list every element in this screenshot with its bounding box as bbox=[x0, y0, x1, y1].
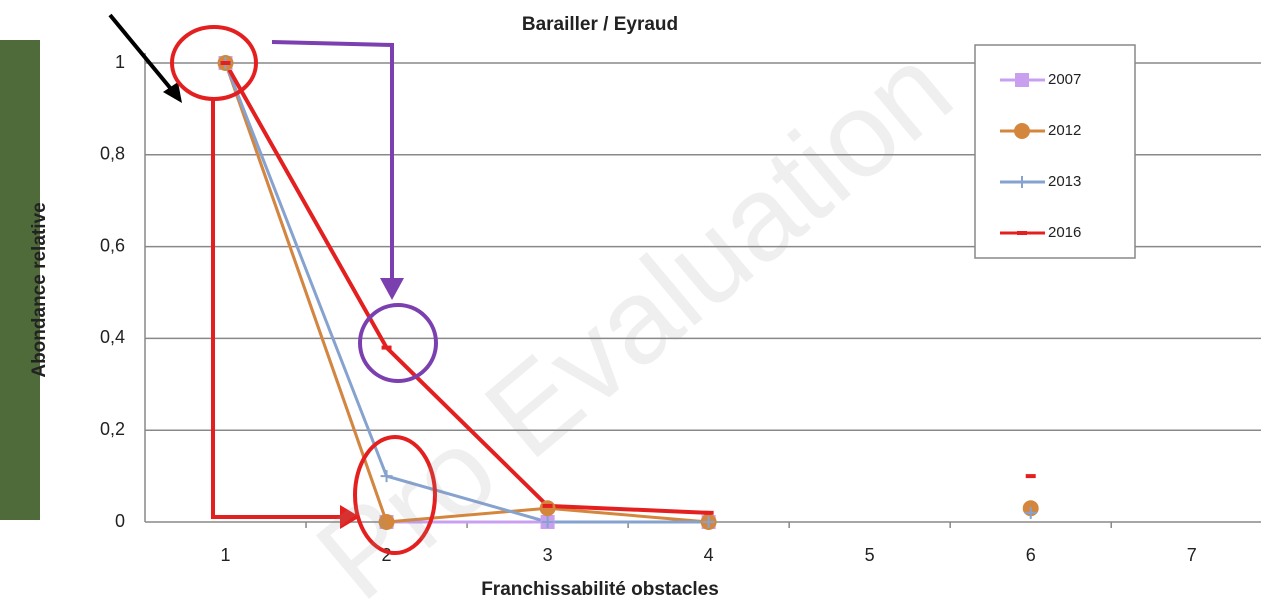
y-tick-label: 0,6 bbox=[100, 235, 125, 255]
x-axis-label: Franchissabilité obstacles bbox=[481, 579, 719, 600]
x-tick-label: 1 bbox=[221, 545, 231, 565]
x-tick-label: 5 bbox=[865, 545, 875, 565]
y-tick-label: 0,2 bbox=[100, 419, 125, 439]
y-tick-label: 0 bbox=[115, 511, 125, 531]
legend-label: 2016 bbox=[1048, 224, 1081, 241]
y-axis-label: Abondance relative bbox=[29, 202, 50, 377]
highlight-circle bbox=[360, 305, 436, 381]
chart-title: Barailler / Eyraud bbox=[522, 14, 678, 35]
arrow bbox=[213, 100, 345, 517]
arrow-head bbox=[380, 278, 404, 300]
y-tick-label: 1 bbox=[115, 52, 125, 72]
y-tick-label: 0,8 bbox=[100, 144, 125, 164]
x-tick-label: 3 bbox=[543, 545, 553, 565]
y-tick-label: 0,4 bbox=[100, 327, 125, 347]
chart: Barailler / Eyraud Abondance relative Fr… bbox=[0, 0, 1261, 606]
marker bbox=[540, 500, 556, 516]
legend-label: 2012 bbox=[1048, 122, 1081, 139]
x-tick-label: 6 bbox=[1026, 545, 1036, 565]
x-tick-label: 7 bbox=[1187, 545, 1197, 565]
watermark: Pro Evaluation bbox=[292, 21, 976, 606]
legend: 2007 2012 2013 2016 bbox=[975, 45, 1135, 258]
legend-label: 2007 bbox=[1048, 71, 1081, 88]
legend-label: 2013 bbox=[1048, 173, 1081, 190]
x-tick-label: 4 bbox=[704, 545, 714, 565]
marker bbox=[1015, 73, 1029, 87]
marker bbox=[1014, 123, 1030, 139]
